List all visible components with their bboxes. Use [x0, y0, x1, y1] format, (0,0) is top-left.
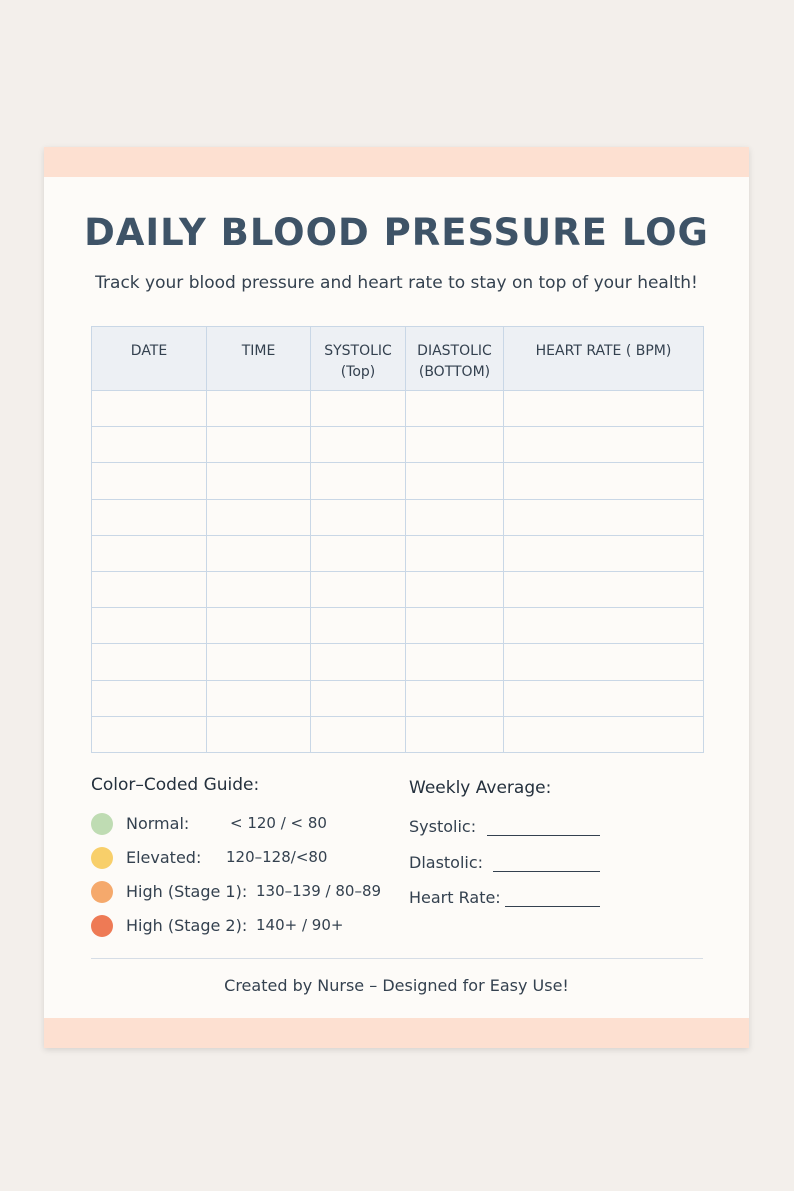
entry-cell — [206, 571, 311, 609]
entry-cell — [503, 715, 704, 753]
entry-cell — [206, 534, 311, 572]
bottom-band — [44, 1018, 749, 1048]
column-header: SYSTOLIC (Top) — [310, 326, 406, 391]
entry-cell — [206, 715, 311, 753]
guide-range: < 120 / < 80 — [230, 814, 327, 832]
entry-cell — [91, 462, 207, 500]
entry-cell — [503, 390, 704, 428]
divider — [91, 958, 703, 959]
guide-label: High (Stage 2): — [126, 916, 248, 935]
guide-label: Normal: — [126, 814, 190, 833]
entry-cell — [206, 498, 311, 536]
header-text: DIASTOLIC — [417, 343, 492, 359]
header-text: TIME — [241, 343, 276, 359]
guide-label: Elevated: — [126, 848, 202, 867]
entry-cell — [91, 715, 207, 753]
entry-cell — [405, 715, 504, 753]
weekly-title: Weekly Average: — [409, 778, 552, 798]
entry-cell — [405, 462, 504, 500]
entry-cell — [503, 426, 704, 464]
entry-cell — [503, 462, 704, 500]
column-header: TIME — [206, 326, 311, 391]
header-text: (Top) — [340, 364, 376, 380]
entry-cell — [503, 571, 704, 609]
footer: Created by Nurse – Designed for Easy Use… — [224, 976, 569, 995]
entry-cell — [206, 426, 311, 464]
entry-cell — [91, 498, 207, 536]
entry-cell — [91, 390, 207, 428]
entry-cell — [91, 426, 207, 464]
title: DAILY BLOOD PRESSURE LOG — [84, 211, 709, 254]
field-label: Systolic: — [409, 817, 477, 836]
entry-cell — [310, 462, 406, 500]
header-text: DATE — [130, 343, 168, 359]
column-header: DIASTOLIC (BOTTOM) — [405, 326, 504, 391]
entry-cell — [206, 462, 311, 500]
log-sheet: DAILY BLOOD PRESSURE LOG Track your bloo… — [44, 147, 749, 1048]
guide-range: 140+ / 90+ — [256, 916, 344, 934]
entry-cell — [405, 679, 504, 717]
entry-cell — [405, 426, 504, 464]
top-band — [44, 147, 749, 177]
entry-cell — [405, 643, 504, 681]
field-label: Dlastolic: — [409, 852, 484, 872]
subtitle: Track your blood pressure and heart rate… — [95, 273, 698, 293]
legend-dot — [91, 847, 113, 869]
guide-label: High (Stage 1): — [126, 882, 248, 901]
entry-cell — [310, 390, 406, 428]
column-header: HEART RATE ( BPM) — [503, 326, 704, 391]
entry-cell — [503, 679, 704, 717]
entry-cell — [503, 534, 704, 572]
header-text: SYSTOLIC — [324, 343, 392, 359]
entry-cell — [310, 498, 406, 536]
entry-cell — [310, 643, 406, 681]
entry-cell — [206, 390, 311, 428]
entry-cell — [310, 534, 406, 572]
guide-title: Color–Coded Guide: — [91, 775, 260, 795]
entry-cell — [91, 571, 207, 609]
column-header: DATE — [91, 326, 207, 391]
entry-cell — [206, 607, 311, 645]
entry-cell — [405, 607, 504, 645]
entry-cell — [310, 426, 406, 464]
guide-range: 120–128/<80 — [226, 848, 328, 866]
entry-cell — [503, 643, 704, 681]
entry-cell — [91, 607, 207, 645]
entry-cell — [206, 679, 311, 717]
entry-cell — [405, 390, 504, 428]
entry-cell — [310, 715, 406, 753]
entry-cell — [503, 498, 704, 536]
legend-dot — [91, 881, 113, 903]
guide-range: 130–139 / 80–89 — [256, 882, 382, 900]
entry-cell — [405, 498, 504, 536]
entry-cell — [310, 679, 406, 717]
header-text: (BOTTOM) — [418, 364, 491, 380]
entry-cell — [503, 607, 704, 645]
entry-cell — [91, 534, 207, 572]
field-label: Heart Rate: — [409, 888, 501, 907]
legend-dot — [91, 813, 113, 835]
field-line — [505, 906, 600, 907]
entry-cell — [405, 534, 504, 572]
field-line — [493, 870, 600, 872]
entry-cell — [206, 643, 311, 681]
entry-cell — [91, 679, 207, 717]
entry-cell — [405, 571, 504, 609]
legend-dot — [91, 915, 113, 937]
entry-cell — [310, 571, 406, 609]
entry-cell — [310, 607, 406, 645]
entry-cell — [91, 643, 207, 681]
field-line — [487, 835, 600, 836]
header-text: HEART RATE ( BPM) — [535, 343, 672, 359]
